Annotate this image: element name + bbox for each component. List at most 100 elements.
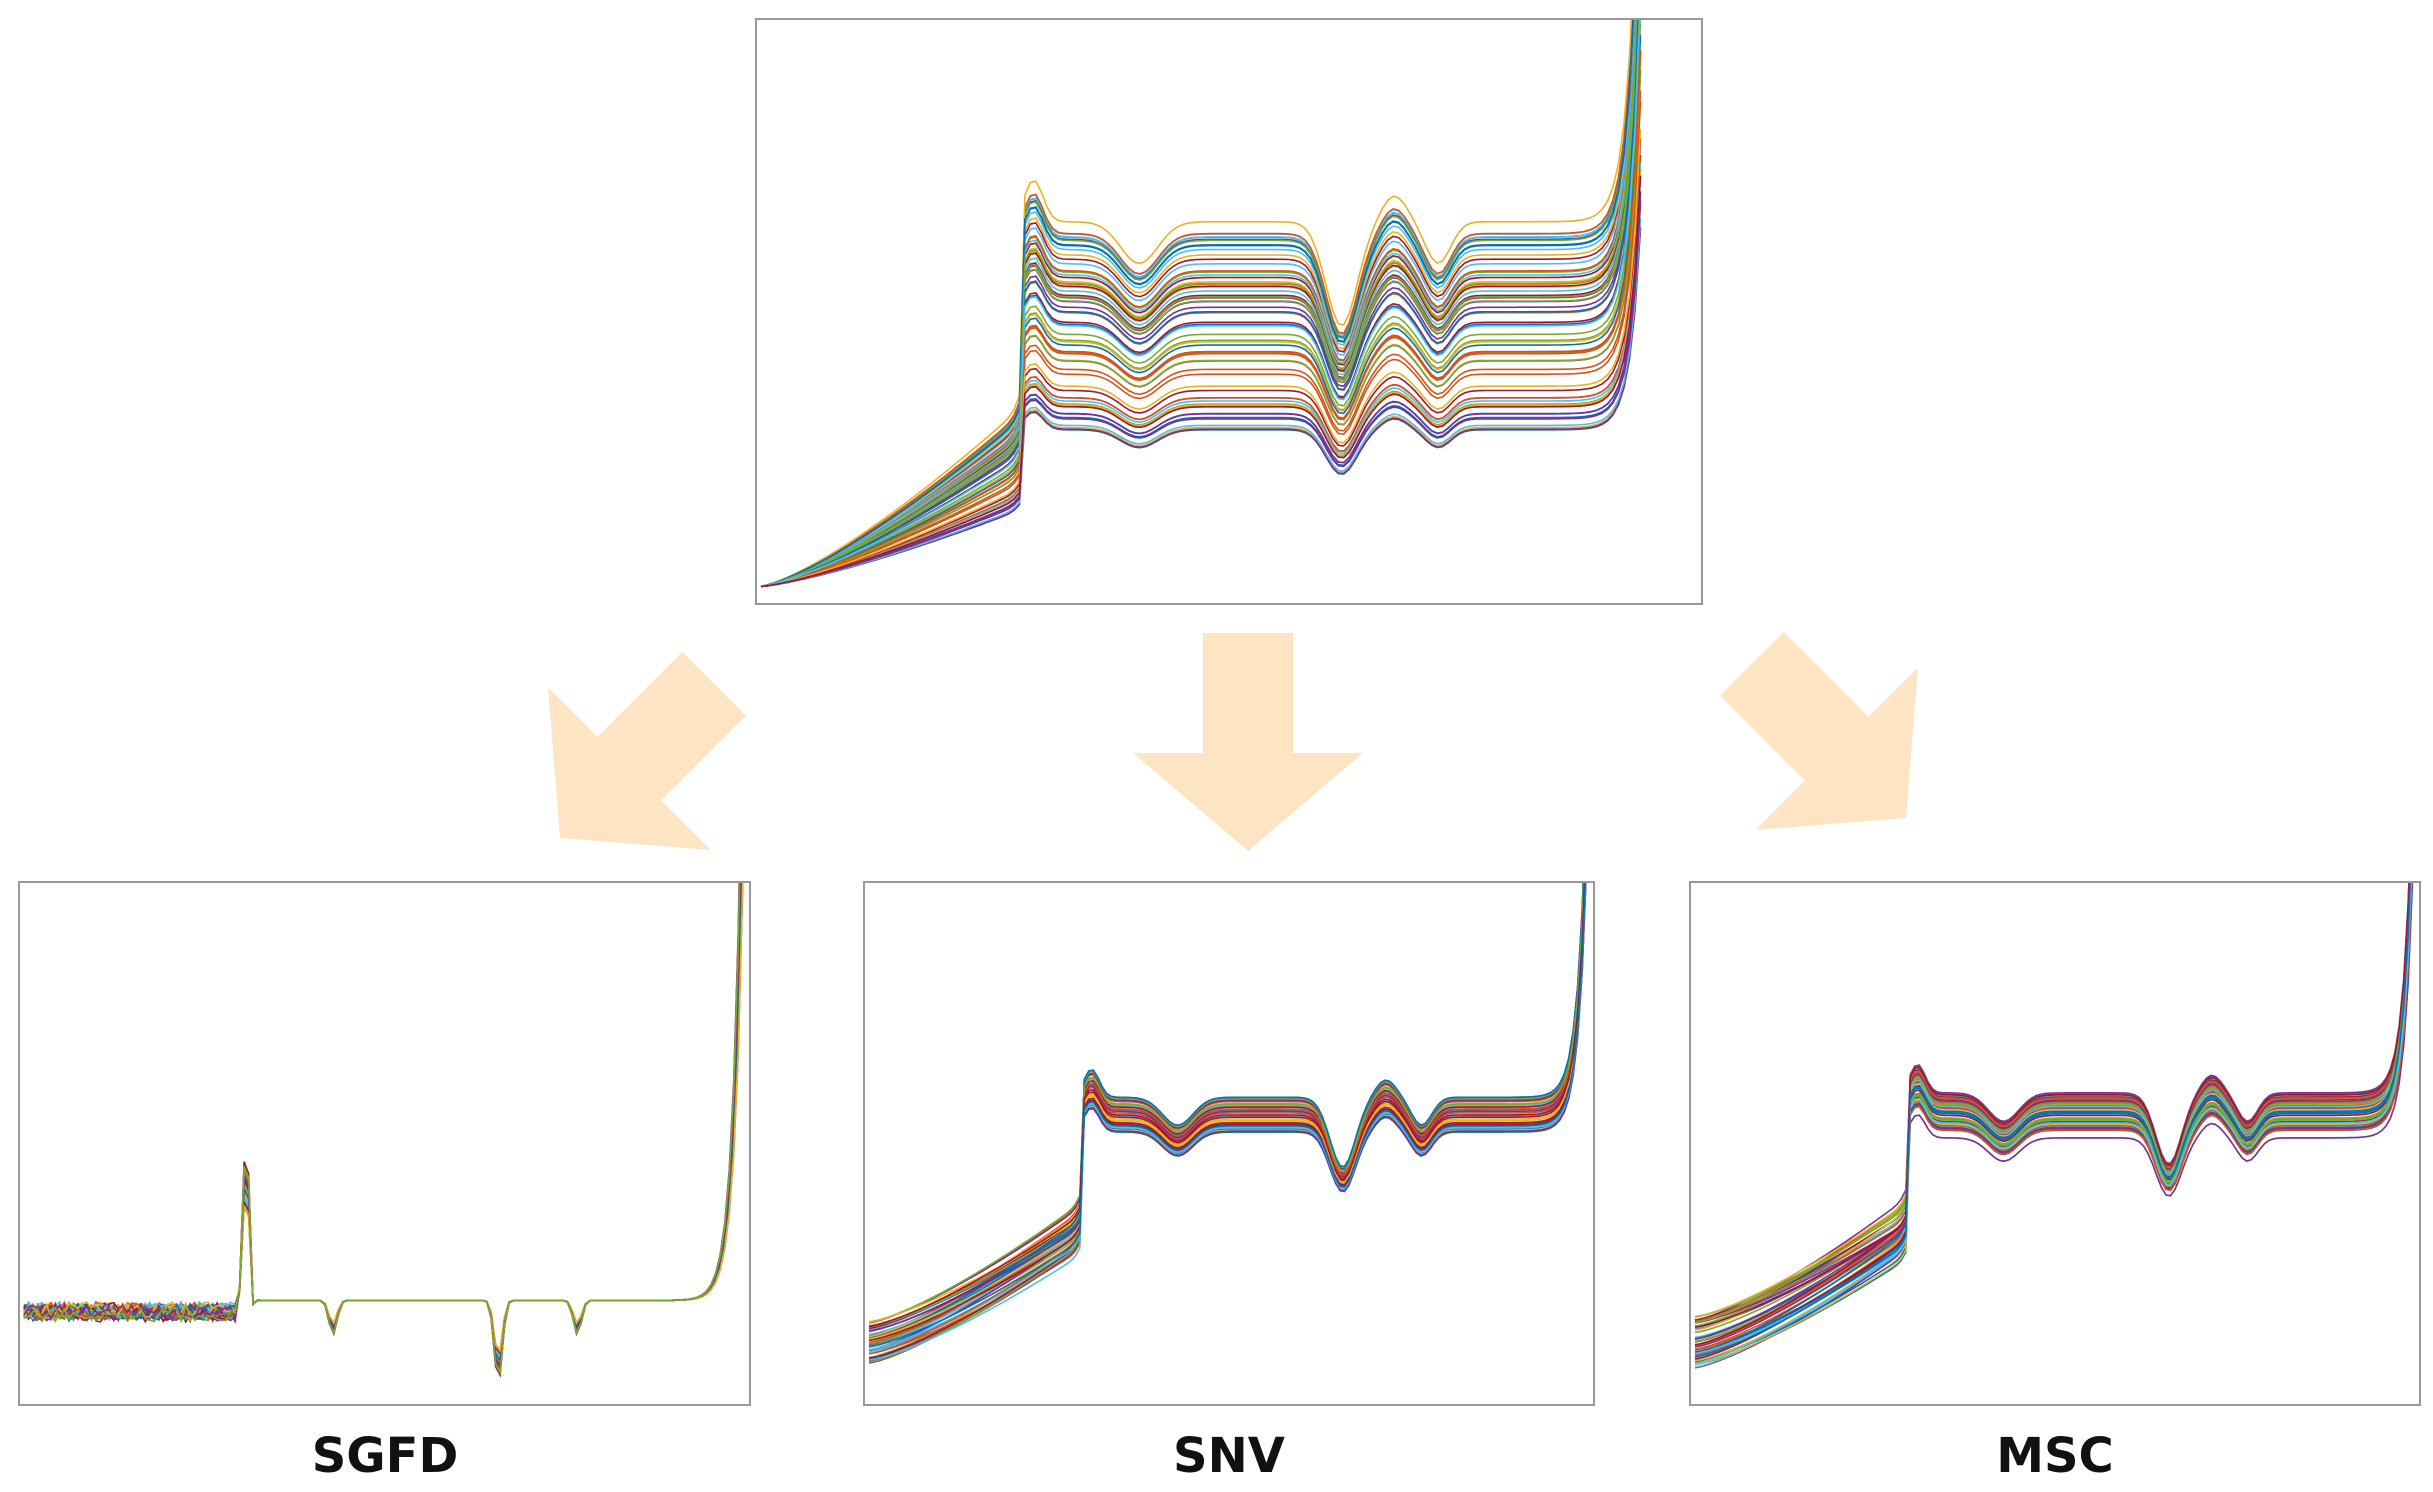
spectrum-line (760, 19, 1637, 588)
spectrum-line (1694, 882, 2411, 1340)
spectrum-line (760, 192, 1642, 588)
spectrum-line (760, 19, 1637, 588)
spectrum-line (760, 19, 1639, 588)
spectrum-line (760, 19, 1635, 588)
spectrum-line (23, 882, 742, 1363)
spectra-group (23, 882, 744, 1378)
spectrum-line (868, 882, 1585, 1324)
spectrum-line (868, 882, 1586, 1340)
spectrum-line (760, 54, 1642, 588)
spectrum-line (760, 19, 1638, 588)
spectrum-line (760, 19, 1635, 588)
spectrum-line (760, 19, 1638, 588)
spectrum-line (23, 882, 744, 1354)
spectrum-line (23, 882, 743, 1360)
spectrum-line (868, 882, 1585, 1351)
spectrum-line (760, 53, 1642, 588)
spectrum-line (1694, 882, 2413, 1321)
spectrum-line (760, 19, 1634, 588)
spectrum-line (760, 19, 1641, 588)
spectrum-line (868, 882, 1586, 1330)
spectrum-line (760, 19, 1634, 588)
spectrum-line (868, 882, 1586, 1344)
spectrum-line (1694, 882, 2411, 1324)
spectrum-line (1694, 882, 2412, 1334)
spectrum-line (1694, 882, 2412, 1318)
spectrum-line (760, 49, 1642, 588)
spectrum-line (760, 19, 1640, 588)
spectrum-line (868, 882, 1584, 1340)
spectrum-line (23, 882, 743, 1357)
spectrum-line (760, 19, 1637, 588)
spectrum-line (760, 19, 1637, 588)
arrow-right (1720, 632, 1919, 831)
spectrum-line (760, 162, 1642, 588)
spectrum-line (23, 882, 742, 1365)
spectrum-line (760, 19, 1640, 588)
spectrum-line (23, 882, 742, 1363)
arrows (547, 632, 1919, 851)
spectrum-line (868, 882, 1585, 1339)
spectrum-line (23, 882, 743, 1361)
spectrum-line (1694, 882, 2411, 1358)
spectrum-line (23, 882, 742, 1366)
spectrum-line (868, 882, 1585, 1337)
spectrum-line (1694, 882, 2411, 1329)
spectrum-line (1694, 882, 2411, 1323)
spectrum-line (868, 882, 1587, 1328)
spectrum-line (760, 69, 1642, 588)
spectrum-line (868, 882, 1585, 1355)
spectrum-line (1694, 882, 2412, 1341)
spectrum-line (868, 882, 1587, 1342)
spectrum-line (760, 19, 1638, 588)
spectrum-line (868, 882, 1586, 1330)
spectrum-line (760, 19, 1634, 588)
spectrum-line (23, 882, 741, 1369)
raw-panel (755, 18, 1703, 605)
spectrum-line (760, 19, 1634, 588)
spectrum-line (760, 19, 1638, 588)
spectrum-line (760, 71, 1642, 588)
spectrum-line (23, 882, 743, 1360)
spectrum-line (868, 882, 1585, 1341)
spectrum-line (1694, 882, 2411, 1331)
spectrum-line (1694, 882, 2412, 1343)
spectrum-line (23, 886, 744, 1353)
spectrum-line (23, 882, 742, 1365)
spectrum-line (760, 19, 1639, 588)
spectrum-line (868, 882, 1585, 1324)
spectrum-line (868, 882, 1585, 1360)
spectrum-line (1694, 882, 2414, 1324)
spectrum-line (868, 882, 1586, 1328)
spectrum-line (868, 882, 1585, 1364)
spectrum-line (1694, 882, 2411, 1364)
spectrum-line (760, 49, 1642, 588)
spectra (23, 19, 2414, 1378)
spectrum-line (23, 882, 742, 1364)
spectrum-line (868, 882, 1587, 1323)
spectrum-line (760, 90, 1642, 588)
spectrum-line (760, 19, 1639, 588)
spectrum-line (1694, 882, 2412, 1339)
spectrum-line (760, 34, 1642, 588)
spectrum-line (760, 19, 1639, 588)
spectrum-line (23, 882, 741, 1369)
spectrum-line (868, 882, 1587, 1348)
spectrum-line (1694, 882, 2412, 1322)
spectrum-line (23, 882, 741, 1369)
spectrum-line (1694, 882, 2410, 1346)
arrow-down (1133, 633, 1363, 851)
spectrum-line (760, 19, 1634, 588)
spectrum-line (760, 19, 1637, 588)
spectrum-line (760, 101, 1642, 588)
spectra-group (868, 882, 1587, 1364)
spectrum-line (760, 19, 1637, 588)
spectrum-line (760, 19, 1637, 588)
spectrum-line (23, 882, 742, 1365)
spectrum-line (23, 882, 743, 1358)
spectrum-line (1694, 882, 2411, 1347)
spectrum-line (760, 19, 1635, 588)
spectrum-line (760, 19, 1638, 588)
spectrum-line (868, 882, 1585, 1324)
